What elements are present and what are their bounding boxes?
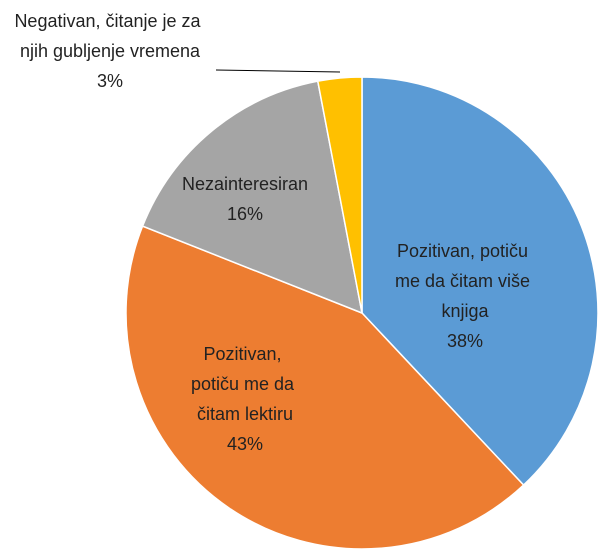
value-label: 38%: [447, 331, 483, 351]
pie-slice: [316, 76, 363, 314]
pie-slice: [361, 76, 598, 487]
value-label: 3%: [97, 71, 123, 91]
pie-slice: [141, 80, 363, 315]
slice-label: Negativan, čitanje je za njih gubljenje …: [14, 11, 205, 61]
slice-label: Pozitivan, potiču me da čitam više knjig…: [395, 241, 535, 321]
slice-label: Nezainteresiran: [182, 174, 308, 194]
leader-line: [215, 69, 341, 73]
slice-label: Pozitivan, potiču me da čitam lektiru: [191, 344, 299, 424]
value-label: 16%: [227, 204, 263, 224]
value-label: 43%: [227, 434, 263, 454]
pie-slice: [125, 225, 525, 550]
